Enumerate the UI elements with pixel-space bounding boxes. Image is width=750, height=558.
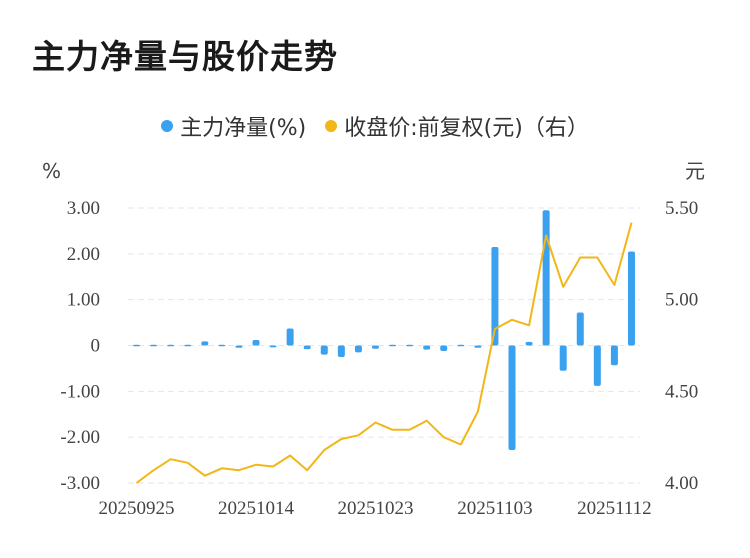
right-axis: 5.50 5.00 4.50 4.00 xyxy=(665,198,698,494)
net-volume-bar[interactable] xyxy=(610,345,618,366)
left-tick-label: 2.00 xyxy=(67,244,100,265)
net-volume-bar[interactable] xyxy=(423,345,431,350)
left-tick-label: -1.00 xyxy=(60,381,100,402)
net-volume-bar[interactable] xyxy=(542,210,550,346)
legend-dot-bar xyxy=(161,120,174,132)
right-tick-label: 5.00 xyxy=(665,290,698,311)
left-tick-label: 0 xyxy=(91,336,101,357)
left-tick-label: -2.00 xyxy=(60,427,100,448)
net-volume-bar[interactable] xyxy=(201,341,209,346)
net-volume-bar[interactable] xyxy=(627,251,635,346)
legend-item-net-volume[interactable]: 主力净量(%) xyxy=(161,110,306,142)
bar-series xyxy=(133,210,635,450)
net-volume-bar[interactable] xyxy=(559,345,567,371)
net-volume-bar[interactable] xyxy=(218,344,226,347)
net-volume-bar[interactable] xyxy=(252,340,260,346)
grid-lines xyxy=(128,207,640,484)
net-volume-bar[interactable] xyxy=(167,344,175,347)
net-volume-bar[interactable] xyxy=(389,344,397,347)
x-tick-label: 20251023 xyxy=(337,498,413,519)
chart-legend: 主力净量(%) 收盘价:前复权(元)（右） xyxy=(0,110,750,142)
net-volume-bar[interactable] xyxy=(235,345,243,348)
net-volume-bar[interactable] xyxy=(593,345,601,386)
net-volume-bar[interactable] xyxy=(337,345,345,357)
net-volume-bar[interactable] xyxy=(491,246,499,346)
net-volume-bar[interactable] xyxy=(354,345,362,353)
net-volume-bar[interactable] xyxy=(525,341,533,346)
left-tick-label: 3.00 xyxy=(67,198,100,219)
x-tick-label: 20251112 xyxy=(577,498,652,519)
net-volume-bar[interactable] xyxy=(406,344,414,347)
net-volume-bar[interactable] xyxy=(576,312,584,346)
net-volume-bar[interactable] xyxy=(184,344,192,347)
legend-dot-line xyxy=(325,120,338,132)
line-series xyxy=(135,222,633,484)
legend-item-close-price[interactable]: 收盘价:前复权(元)（右） xyxy=(325,110,589,142)
net-volume-bar[interactable] xyxy=(286,328,294,346)
right-tick-label: 5.50 xyxy=(665,198,698,219)
legend-label-net-volume: 主力净量(%) xyxy=(180,116,307,141)
net-volume-bar[interactable] xyxy=(133,344,141,347)
net-volume-bar[interactable] xyxy=(371,345,379,349)
x-axis: 20250925 20251014 20251023 20251103 20251112 xyxy=(99,498,652,519)
left-axis: 3.00 2.00 1.00 0 -1.00 -2.00 -3.00 xyxy=(60,198,100,494)
left-axis-unit: % xyxy=(42,159,61,183)
net-volume-bar[interactable] xyxy=(320,345,328,355)
net-volume-bar[interactable] xyxy=(457,344,465,347)
net-volume-bar[interactable] xyxy=(269,345,277,348)
chart-title: 主力净量与股价走势 xyxy=(32,37,338,76)
net-volume-bar[interactable] xyxy=(508,345,516,451)
net-volume-bar[interactable] xyxy=(440,345,448,352)
close-price-line[interactable] xyxy=(135,222,633,484)
left-tick-label: -3.00 xyxy=(60,473,100,494)
right-tick-label: 4.00 xyxy=(665,473,698,494)
x-tick-label: 20251014 xyxy=(218,498,295,519)
net-volume-bar[interactable] xyxy=(150,344,158,347)
x-tick-label: 20251103 xyxy=(457,498,532,519)
right-tick-label: 4.50 xyxy=(665,381,698,402)
net-volume-bar[interactable] xyxy=(474,345,482,348)
right-axis-unit: 元 xyxy=(685,159,705,183)
net-volume-bar[interactable] xyxy=(303,345,311,350)
legend-label-close-price: 收盘价:前复权(元)（右） xyxy=(344,116,589,141)
x-tick-label: 20250925 xyxy=(99,498,175,519)
left-tick-label: 1.00 xyxy=(67,290,100,311)
